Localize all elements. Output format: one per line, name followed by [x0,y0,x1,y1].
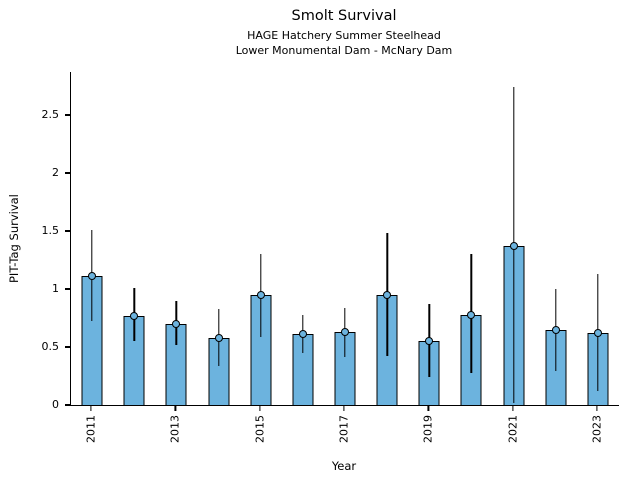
x-tick-label: 2021 [506,415,520,443]
x-tick-slot-2020 [449,406,491,454]
x-tick-slot-2017: 2017 [323,406,365,454]
bar-group-2020 [450,72,492,405]
y-tick-label: 0 [52,398,59,411]
x-tick-label: 2013 [168,415,182,443]
y-tick-label: 1 [52,281,59,295]
x-tick-mark [259,406,261,411]
x-tick-mark [174,406,176,411]
bar-group-2011 [71,72,113,405]
marker-2014 [214,333,223,342]
y-tick-mark [65,230,70,232]
marker-2012 [130,311,139,320]
y-tick-mark [65,346,70,348]
y-tick-label: 2 [52,165,59,179]
y-tick-mark [65,404,70,406]
x-tick-slot-2015: 2015 [239,406,281,454]
marker-2019 [425,337,434,346]
bar-group-2023 [577,72,619,405]
x-tick-slot-2012 [112,406,154,454]
marker-2015 [256,290,265,299]
x-tick-slot-2018 [365,406,407,454]
bar-group-2015 [240,72,282,405]
x-tick-label: 2017 [337,415,351,443]
chart-header: Smolt Survival HAGE Hatchery Summer Stee… [70,8,618,58]
x-axis: 2011 2013 2015 2017 2019 2021 2023 [70,406,618,454]
x-tick-mark [596,406,598,411]
y-tick-label: 2.5 [41,107,60,121]
x-tick-slot-2014 [196,406,238,454]
chart-subtitle-line1: HAGE Hatchery Summer Steelhead [247,29,441,42]
x-tick-mark [90,406,92,411]
x-tick-mark [512,406,514,411]
x-tick-label: 2011 [84,415,98,443]
bar-group-2014 [197,72,239,405]
marker-2011 [88,272,97,281]
marker-2022 [551,325,560,334]
bar-group-2018 [366,72,408,405]
chart-title: Smolt Survival [291,8,397,24]
x-tick-slot-2011: 2011 [70,406,112,454]
x-tick-label: 2023 [590,415,604,443]
bar-group-2019 [408,72,450,405]
bar-group-2013 [155,72,197,405]
marker-2013 [172,319,181,328]
x-axis-label: Year [331,459,357,473]
marker-2021 [509,242,518,251]
plot-area [70,72,619,406]
y-axis: 0 0.5 1 1.5 2 2.5 [0,72,70,411]
marker-2017 [341,327,350,336]
bar-group-2016 [282,72,324,405]
bar-group-2012 [113,72,155,405]
y-tick-mark [65,172,70,174]
chart-subtitle-line2: Lower Monumental Dam - McNary Dam [235,44,453,57]
bar-group-2022 [535,72,577,405]
y-tick-label: 0.5 [41,340,60,353]
x-tick-mark [427,406,429,411]
marker-2020 [467,310,476,319]
bar-group-2021 [493,72,535,405]
y-tick-mark [65,114,70,116]
x-tick-slot-2021: 2021 [492,406,534,454]
x-tick-mark [343,406,345,411]
x-tick-slot-2013: 2013 [154,406,196,454]
marker-2018 [383,290,392,299]
y-tick-mark [65,288,70,290]
bar-group-2017 [324,72,366,405]
x-tick-slot-2019: 2019 [407,406,449,454]
x-tick-slot-2016 [281,406,323,454]
marker-2016 [298,330,307,339]
x-tick-label: 2019 [421,415,435,443]
x-tick-label: 2015 [253,415,267,443]
x-tick-slot-2023: 2023 [576,406,618,454]
x-tick-slot-2022 [534,406,576,454]
marker-2023 [593,329,602,338]
y-tick-label: 1.5 [41,223,60,237]
